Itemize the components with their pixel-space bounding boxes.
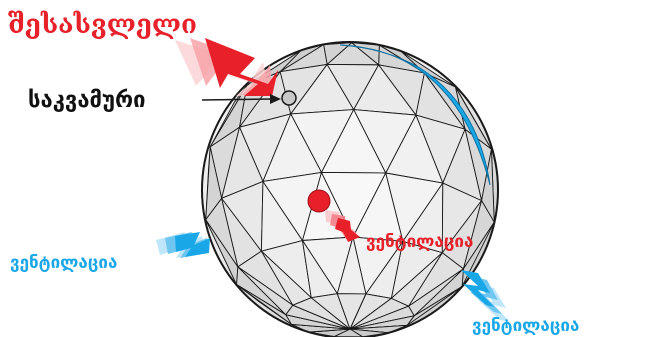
dome-facet [349, 293, 367, 330]
ventilation-band [339, 44, 491, 186]
entrance-label: შესასვლელი [8, 10, 197, 40]
ventilation-center-label: ვენტილაცია [366, 232, 473, 252]
entrance-arrow [175, 38, 278, 96]
chimney-leader-arrowhead [270, 94, 281, 104]
dome-facets [205, 42, 495, 337]
ventilation-right-arrow [461, 270, 510, 322]
ventilation-left-arrow [156, 232, 210, 258]
ventilation-left-label: ვენტილაცია [10, 253, 117, 273]
dome-outline [201, 41, 499, 337]
chimney-leader-line [201, 98, 273, 101]
ventilation-right-label: ვენტილაცია [472, 316, 579, 336]
chimney-marker [281, 90, 297, 106]
central-vent-dot [307, 189, 331, 213]
central-vent-arrow [325, 210, 360, 242]
chimney-label: საკვამური [28, 88, 146, 113]
dome-facet [455, 86, 492, 150]
